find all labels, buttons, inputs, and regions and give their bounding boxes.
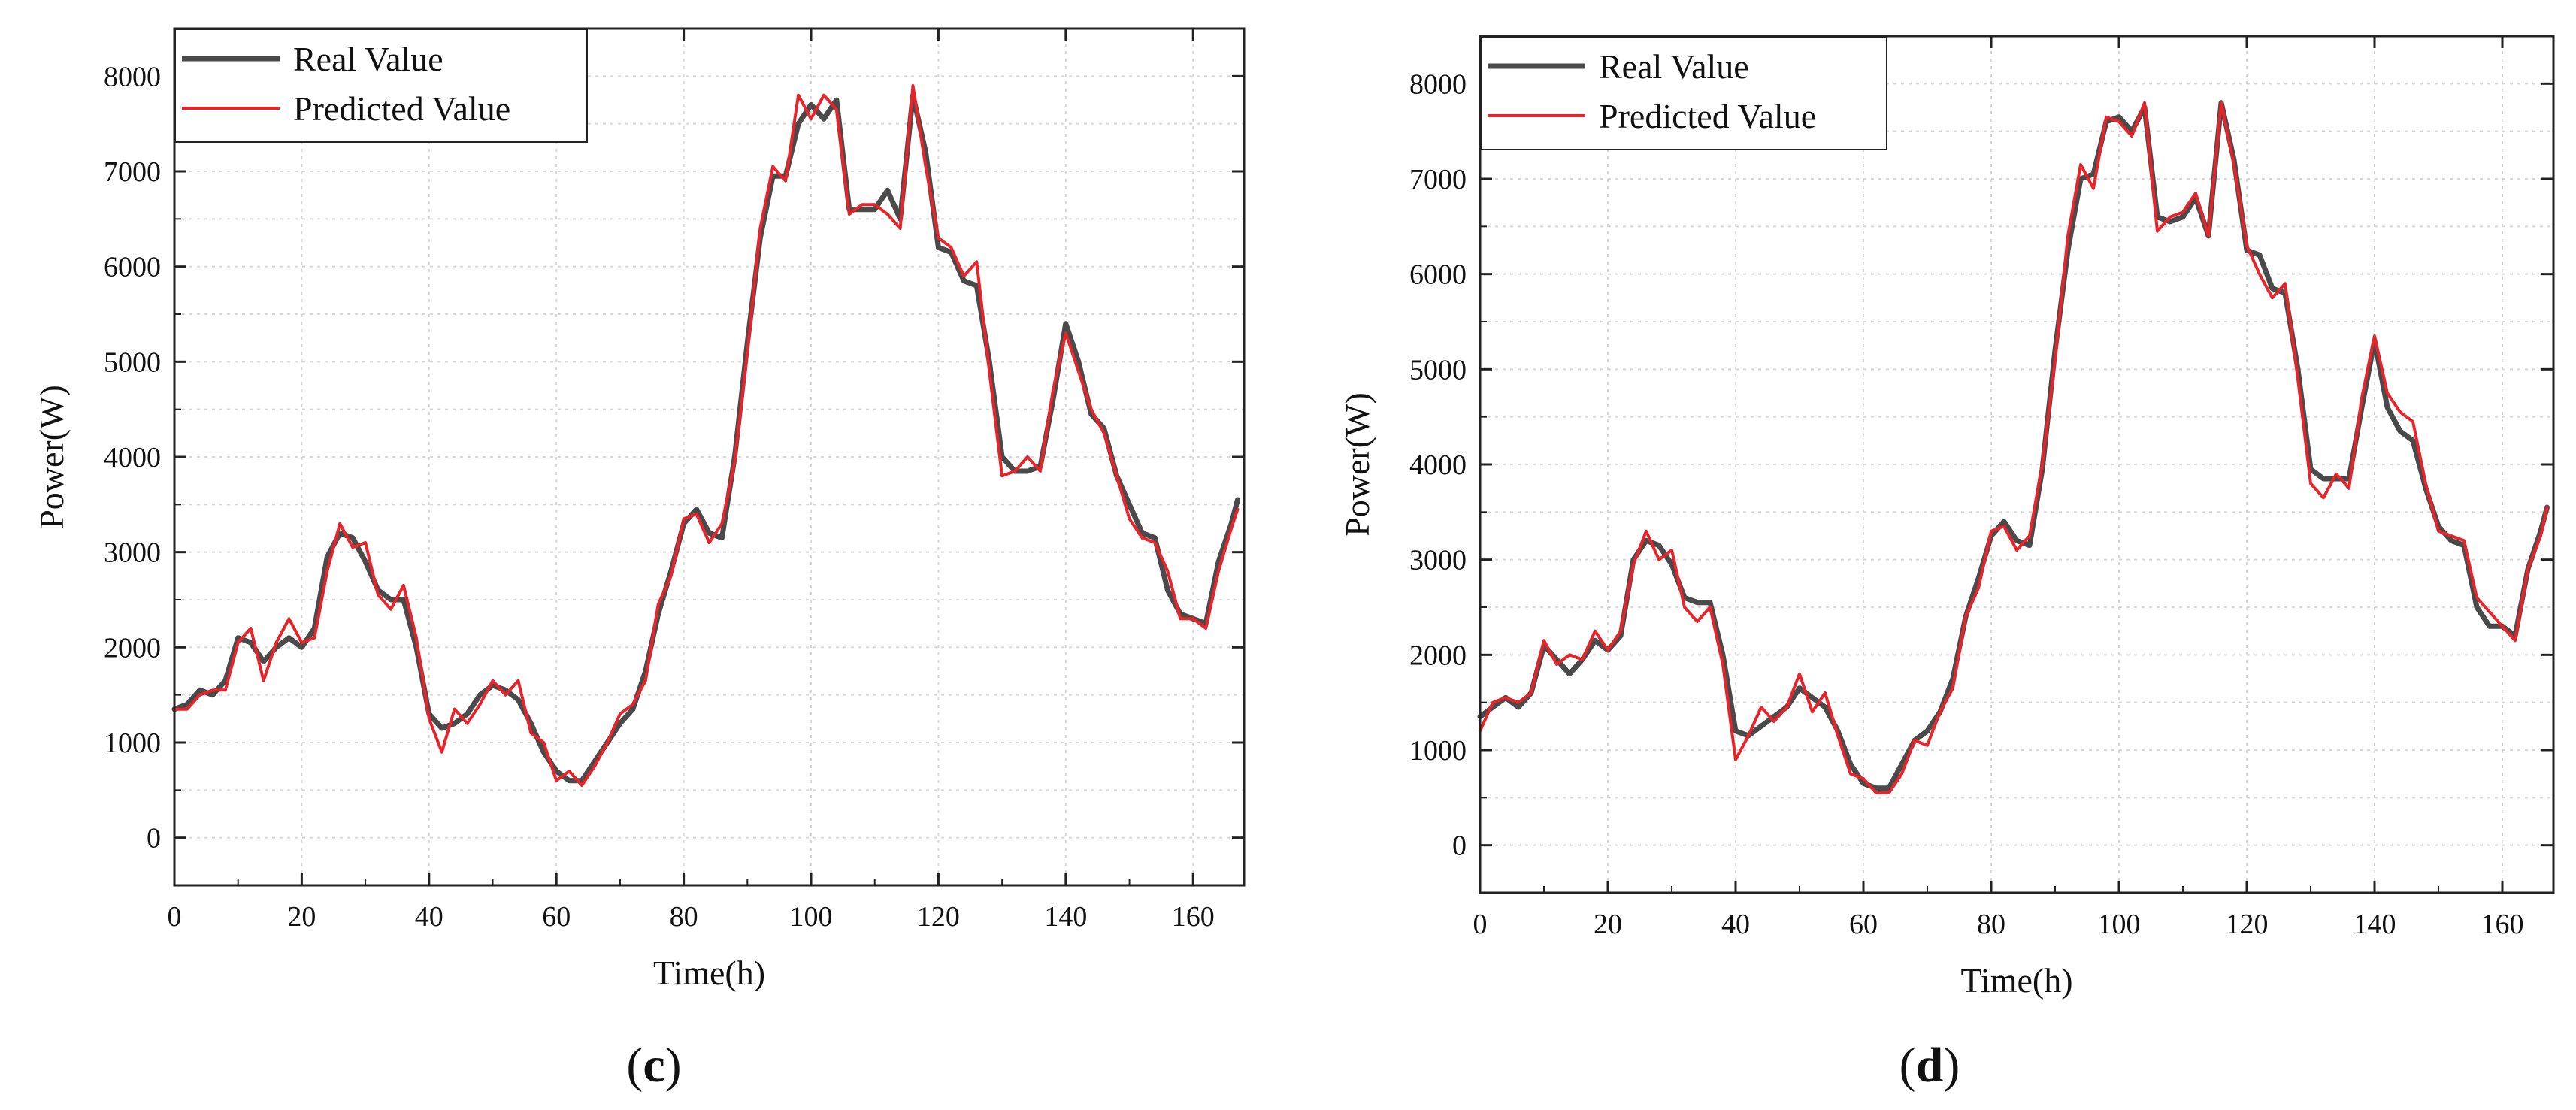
y-tick-label: 1000 — [104, 727, 161, 759]
x-tick-label: 60 — [542, 901, 571, 933]
legend-box — [1480, 36, 1887, 150]
caption-c-letter: c — [643, 1038, 665, 1093]
x-axis-title: Time(h) — [653, 954, 765, 992]
x-tick-label: 40 — [1721, 909, 1750, 940]
y-tick-label: 0 — [147, 823, 161, 854]
legend: Real Value Predicted Value — [174, 29, 588, 143]
x-tick-label: 100 — [790, 901, 833, 933]
y-tick-label: 4000 — [1409, 449, 1467, 481]
caption-d-letter: d — [1915, 1038, 1944, 1093]
y-axis-title: Power(W) — [1338, 392, 1376, 537]
x-tick-label: 140 — [2354, 909, 2396, 940]
chart-panel-c: 0 20 40 60 80 100 120 140 160 0 1000 2000 3000 4000 50… — [0, 0, 1263, 1110]
y-tick-label: 7000 — [1409, 164, 1467, 195]
series-line-predicted — [1479, 101, 2549, 794]
y-tick-label: 5000 — [104, 346, 161, 378]
x-tick-label: 160 — [1172, 901, 1215, 933]
y-tick-label: 1000 — [1409, 735, 1467, 767]
x-tick-label: 20 — [287, 901, 316, 933]
y-tick-label: 6000 — [104, 252, 161, 283]
x-tick-label: 40 — [415, 901, 443, 933]
x-tick-label: 0 — [168, 901, 182, 933]
caption-c: (c) — [626, 1038, 682, 1093]
y-tick-label: 3000 — [1409, 545, 1467, 576]
legend-label-predicted: Predicted Value — [293, 89, 510, 128]
chart-panel-d: 0 20 40 60 80 100 120 140 160 0 1000 2000 3000 4000 50… — [1313, 0, 2576, 1110]
y-tick-label: 2000 — [1409, 640, 1467, 671]
y-tick-label: 0 — [1452, 830, 1467, 862]
chart-d: 0 20 40 60 80 100 120 140 160 0 1000 2000 3000 4000 50… — [1338, 35, 2555, 1000]
y-tick-label: 3000 — [104, 537, 161, 569]
x-tick-label: 60 — [1849, 909, 1878, 940]
plot-frame — [1479, 35, 2555, 894]
legend-label-predicted: Predicted Value — [1599, 97, 1816, 135]
ticks: 0 20 40 60 80 100 120 140 160 0 1000 2000 3000 4000 50… — [104, 28, 1244, 933]
x-tick-label: 120 — [917, 901, 960, 933]
y-tick-label: 6000 — [1409, 259, 1467, 291]
x-tick-label: 20 — [1594, 909, 1622, 940]
x-tick-label: 0 — [1473, 909, 1488, 940]
y-tick-label: 5000 — [1409, 354, 1467, 386]
chart-c: 0 20 40 60 80 100 120 140 160 0 1000 2000 3000 4000 50… — [32, 27, 1246, 992]
caption-d: (d) — [1899, 1038, 1960, 1093]
series-line-predicted — [173, 84, 1240, 787]
y-tick-label: 7000 — [104, 156, 161, 188]
series-line-real — [171, 92, 1240, 784]
x-axis-title: Time(h) — [1960, 961, 2072, 1000]
y-tick-label: 2000 — [104, 632, 161, 664]
grid — [1479, 36, 2553, 893]
y-tick-label: 8000 — [104, 61, 161, 92]
y-axis-title: Power(W) — [32, 385, 71, 529]
legend: Real Value Predicted Value — [1480, 36, 1887, 150]
y-tick-label: 4000 — [104, 442, 161, 473]
plot-frame — [173, 27, 1246, 887]
x-tick-label: 80 — [670, 901, 698, 933]
legend-label-real: Real Value — [1599, 47, 1749, 86]
y-tick-label: 8000 — [1409, 68, 1467, 100]
x-tick-label: 140 — [1044, 901, 1087, 933]
x-tick-label: 160 — [2481, 909, 2524, 940]
x-tick-label: 100 — [2098, 909, 2141, 940]
ticks: 0 20 40 60 80 100 120 140 160 0 1000 2000 3000 4000 50… — [1409, 35, 2553, 940]
legend-label-real: Real Value — [293, 40, 443, 78]
x-tick-label: 80 — [1977, 909, 2005, 940]
grid — [174, 29, 1244, 885]
series-line-real — [1477, 100, 2550, 791]
legend-box — [174, 29, 588, 143]
x-tick-label: 120 — [2226, 909, 2269, 940]
